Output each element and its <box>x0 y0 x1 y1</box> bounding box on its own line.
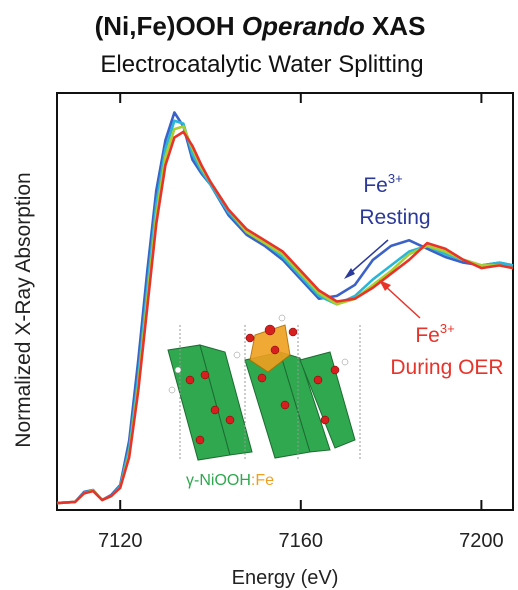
inset-label: γ-NiOOH:Fe <box>186 472 274 489</box>
annotation-sup: 3+ <box>388 171 403 186</box>
x-axis-label: Energy (eV) <box>232 567 339 589</box>
annotation: Fe3+ <box>363 171 402 197</box>
inset-label-part: γ-NiOOH <box>186 472 251 489</box>
annotation: Fe3+ <box>415 321 454 347</box>
plot-frame <box>56 92 514 511</box>
chart-subtitle: Electrocatalytic Water Splitting <box>100 51 423 78</box>
title-part: XAS <box>372 11 425 41</box>
chart-title: (Ni,Fe)OOH Operando XAS <box>95 11 426 41</box>
annotation-sup: 3+ <box>440 321 455 336</box>
annotation-line2: During OER <box>390 356 503 379</box>
x-tick-label: 7120 <box>98 530 143 552</box>
y-axis-label: Normalized X-Ray Absorption <box>12 172 35 447</box>
inset-label-part: :Fe <box>251 472 274 489</box>
annotation-text: Fe <box>363 174 388 197</box>
annotation-line2: Resting <box>359 206 430 229</box>
title-part: (Ni,Fe)OOH <box>95 11 235 41</box>
x-tick-label: 7160 <box>279 530 324 552</box>
inset-structure: γ-NiOOH:Fe <box>167 314 361 489</box>
annotation-text: Fe <box>415 324 440 347</box>
series-line <box>56 130 514 505</box>
title-part: Operando <box>242 11 365 41</box>
annotation-arrows <box>344 239 421 319</box>
x-tick-label: 7200 <box>459 530 504 552</box>
